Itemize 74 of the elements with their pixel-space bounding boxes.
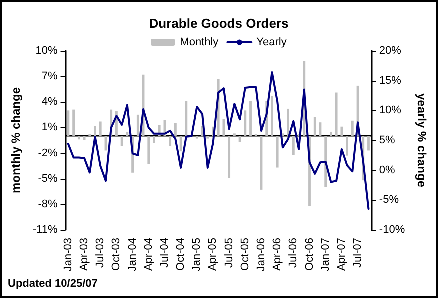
x-tick-label: Jan-07: [320, 238, 332, 272]
x-tick-label: Jul-06: [288, 238, 300, 268]
bar: [324, 136, 328, 188]
x-tick-label: Oct-06: [304, 238, 316, 272]
bar: [228, 136, 231, 178]
bar: [346, 136, 348, 156]
bar: [250, 101, 252, 136]
line-series: [67, 71, 370, 210]
y-tick-label: -11%: [32, 224, 58, 236]
y-axis-title: monthly % change: [9, 87, 23, 194]
bar: [78, 136, 80, 140]
x-tick-label: Jul-05: [223, 238, 236, 268]
bar: [94, 126, 96, 136]
bar: [233, 134, 236, 136]
chart-title: Durable Goods Orders: [149, 16, 289, 31]
bar: [351, 120, 354, 136]
y-tick-label: -2%: [38, 147, 58, 160]
y-tick-label: 7%: [42, 70, 58, 83]
y-tick-label: 4%: [42, 96, 58, 108]
bar: [174, 123, 177, 136]
x-tick-label: Apr-04: [142, 238, 155, 272]
x-tick-label: Jul-04: [158, 238, 171, 268]
text: Updated 10/25/07: [8, 278, 98, 290]
bar: [169, 136, 172, 146]
x-tick-label: Jan-04: [126, 238, 139, 272]
bar: [244, 110, 247, 136]
bar: [335, 92, 338, 136]
legend-label: Yearly: [256, 36, 288, 48]
bar: [276, 136, 279, 168]
y2-tick-label: 20%: [379, 45, 402, 57]
x-tick-label: Apr-07: [336, 238, 348, 272]
y-tick-label: 1%: [42, 122, 58, 134]
bar: [330, 132, 332, 136]
bar: [206, 136, 210, 139]
y2-tick-label: 10%: [379, 104, 402, 117]
x-tick-label: Apr-05: [207, 238, 220, 272]
y2-tick-label: 15%: [379, 74, 402, 87]
x-tick-label: Oct-03: [110, 238, 123, 272]
bar: [99, 122, 102, 136]
x-tick-label: Jul-07: [352, 238, 364, 268]
x-tick-label: Oct-04: [175, 238, 188, 272]
y2-tick-label: 0%: [379, 164, 396, 176]
bar: [72, 110, 76, 136]
bar: [126, 132, 129, 136]
x-tick-label: Jul-03: [94, 238, 107, 268]
y2-tick-label: -5%: [379, 194, 400, 206]
bar: [271, 96, 274, 136]
bar: [314, 117, 316, 136]
bar: [287, 108, 290, 136]
legend-label: Monthly: [180, 36, 220, 48]
y-tick-label: -8%: [38, 198, 58, 210]
bar: [136, 114, 140, 136]
x-tick-label: Apr-06: [272, 238, 284, 272]
x-tick-label: Jan-06: [255, 238, 268, 272]
y2-axis-title: yearly % change: [415, 93, 429, 188]
x-tick-label: Apr-03: [78, 238, 91, 272]
bar: [153, 136, 156, 144]
x-tick-label: Jan-05: [191, 238, 204, 272]
bar: [196, 136, 198, 139]
y-tick-label: -5%: [38, 172, 58, 185]
bar: [368, 136, 370, 151]
bar: [185, 101, 188, 136]
bar: [222, 119, 226, 136]
bar: [180, 136, 182, 152]
bar: [120, 136, 124, 146]
x-tick-label: Oct-05: [239, 238, 252, 272]
bar: [67, 110, 70, 136]
bar: [148, 136, 150, 164]
y-tick-label: 10%: [36, 45, 58, 57]
x-tick-label: Jan-03: [62, 238, 74, 272]
bar: [340, 126, 344, 136]
y2-tick-label: 5%: [379, 134, 396, 146]
y2-tick-label: -10%: [379, 224, 406, 236]
bar: [292, 136, 295, 155]
